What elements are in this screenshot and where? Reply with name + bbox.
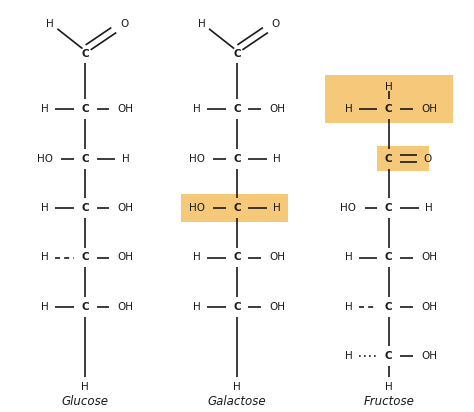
Text: H: H	[385, 82, 392, 91]
Text: OH: OH	[421, 302, 437, 312]
Bar	[377, 146, 429, 171]
Text: H: H	[82, 382, 89, 392]
Text: H: H	[385, 382, 392, 392]
Text: H: H	[41, 253, 49, 262]
Text: Galactose: Galactose	[208, 395, 266, 408]
Text: C: C	[82, 154, 89, 164]
Text: C: C	[385, 154, 392, 164]
Text: C: C	[82, 49, 89, 59]
Text: H: H	[425, 203, 433, 213]
Text: O: O	[120, 19, 128, 29]
Text: HO: HO	[189, 154, 205, 164]
Text: HO: HO	[189, 203, 205, 213]
Text: H: H	[41, 203, 49, 213]
Text: H: H	[345, 253, 352, 262]
Text: OH: OH	[118, 203, 134, 213]
Text: C: C	[233, 104, 241, 114]
Text: H: H	[41, 302, 49, 312]
Text: C: C	[385, 203, 392, 213]
Text: H: H	[273, 203, 281, 213]
Text: H: H	[46, 19, 54, 29]
Text: C: C	[385, 351, 392, 361]
Text: C: C	[82, 253, 89, 262]
Text: OH: OH	[269, 302, 285, 312]
Text: O: O	[423, 154, 432, 164]
Text: H: H	[233, 382, 241, 392]
Text: HO: HO	[340, 203, 356, 213]
Text: C: C	[82, 203, 89, 213]
Text: HO: HO	[37, 154, 53, 164]
Text: C: C	[233, 203, 241, 213]
Text: C: C	[385, 302, 392, 312]
Text: H: H	[273, 154, 281, 164]
Text: O: O	[272, 19, 280, 29]
Text: H: H	[345, 302, 352, 312]
Text: OH: OH	[421, 104, 437, 114]
Bar	[181, 194, 288, 222]
Text: C: C	[82, 104, 89, 114]
Text: H: H	[193, 302, 201, 312]
Text: C: C	[233, 253, 241, 262]
Text: H: H	[193, 253, 201, 262]
Text: Glucose: Glucose	[62, 395, 109, 408]
Text: H: H	[41, 104, 49, 114]
Text: Fructose: Fructose	[363, 395, 414, 408]
Text: H: H	[198, 19, 205, 29]
Text: C: C	[233, 49, 241, 59]
Text: H: H	[193, 104, 201, 114]
Text: H: H	[345, 104, 352, 114]
Text: C: C	[385, 104, 392, 114]
Text: C: C	[82, 302, 89, 312]
Bar	[325, 75, 453, 123]
Text: OH: OH	[421, 351, 437, 361]
Text: OH: OH	[118, 253, 134, 262]
Text: OH: OH	[269, 104, 285, 114]
Text: H: H	[345, 351, 352, 361]
Text: OH: OH	[421, 253, 437, 262]
Text: C: C	[385, 253, 392, 262]
Text: OH: OH	[118, 302, 134, 312]
Text: OH: OH	[269, 253, 285, 262]
Text: C: C	[233, 154, 241, 164]
Text: H: H	[122, 154, 129, 164]
Text: OH: OH	[118, 104, 134, 114]
Text: C: C	[233, 302, 241, 312]
